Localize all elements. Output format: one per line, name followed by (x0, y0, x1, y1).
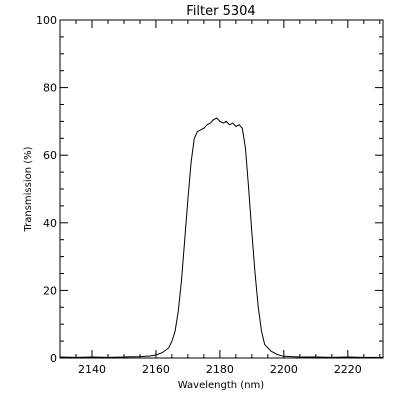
x-tick-label: 2220 (334, 363, 362, 376)
y-tick-label: 0 (50, 352, 57, 365)
y-tick-label: 100 (36, 14, 57, 27)
y-tick-label: 40 (43, 217, 57, 230)
y-tick-label: 60 (43, 149, 57, 162)
transmission-curve (59, 117, 383, 358)
x-tick-label: 2160 (142, 363, 170, 376)
plot-frame (59, 19, 384, 359)
x-tick-label: 2140 (78, 363, 106, 376)
x-tick-label: 2200 (270, 363, 298, 376)
y-tick-label: 80 (43, 82, 57, 95)
y-axis-label: Transmission (%) (23, 146, 34, 232)
x-axis-label: Wavelength (nm) (178, 380, 264, 391)
x-tick-label: 2180 (206, 363, 234, 376)
y-tick-label: 20 (43, 284, 57, 297)
chart-title: Filter 5304 (186, 4, 255, 19)
